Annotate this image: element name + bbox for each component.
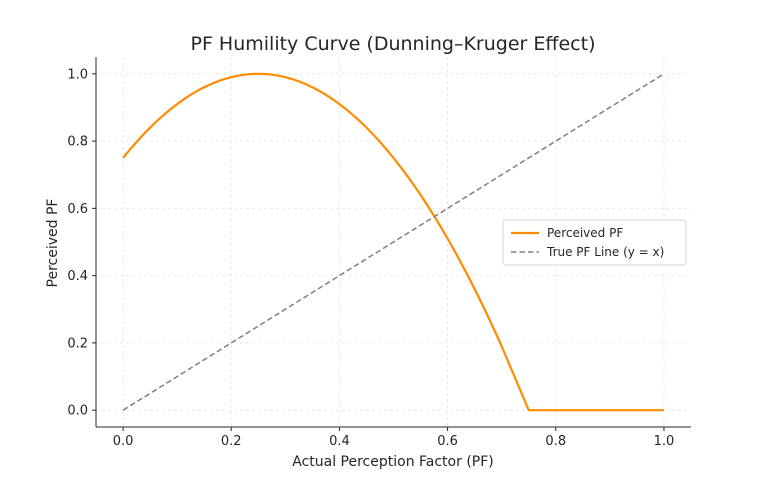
y-tick-label: 0.0	[67, 404, 88, 419]
y-tick-label: 0.4	[67, 269, 88, 284]
x-tick-label: 0.2	[221, 434, 242, 449]
x-tick-label: 0.4	[329, 434, 350, 449]
series-line-0	[122, 72, 664, 412]
y-tick-label: 0.2	[67, 336, 88, 351]
series	[122, 72, 665, 412]
y-axis-label: Perceived PF	[45, 199, 61, 288]
legend: Perceived PF True PF Line (y = x)	[502, 219, 687, 266]
x-tick-label: 0.8	[545, 434, 566, 449]
x-tick-label: 1.0	[654, 434, 675, 449]
y-tick-label: 0.6	[67, 202, 88, 217]
axes	[95, 57, 691, 428]
x-tick-label: 0.6	[437, 434, 458, 449]
x-axis-ticks: 0.0 0.2 0.4 0.6 0.8 1.0	[113, 427, 675, 449]
x-axis-label: Actual Perception Factor (PF)	[292, 454, 494, 470]
series-line-1	[122, 73, 665, 411]
x-tick-label: 0.0	[113, 434, 134, 449]
y-axis-ticks: 0.0 0.2 0.4 0.6 0.8 1.0	[67, 67, 96, 419]
grid	[96, 57, 691, 427]
legend-label: Perceived PF	[547, 226, 623, 240]
legend-box	[502, 219, 687, 266]
chart-title: PF Humility Curve (Dunning–Kruger Effect…	[191, 33, 596, 55]
y-tick-label: 0.8	[67, 135, 88, 150]
y-tick-label: 1.0	[67, 67, 88, 82]
legend-label: True PF Line (y = x)	[546, 245, 664, 259]
